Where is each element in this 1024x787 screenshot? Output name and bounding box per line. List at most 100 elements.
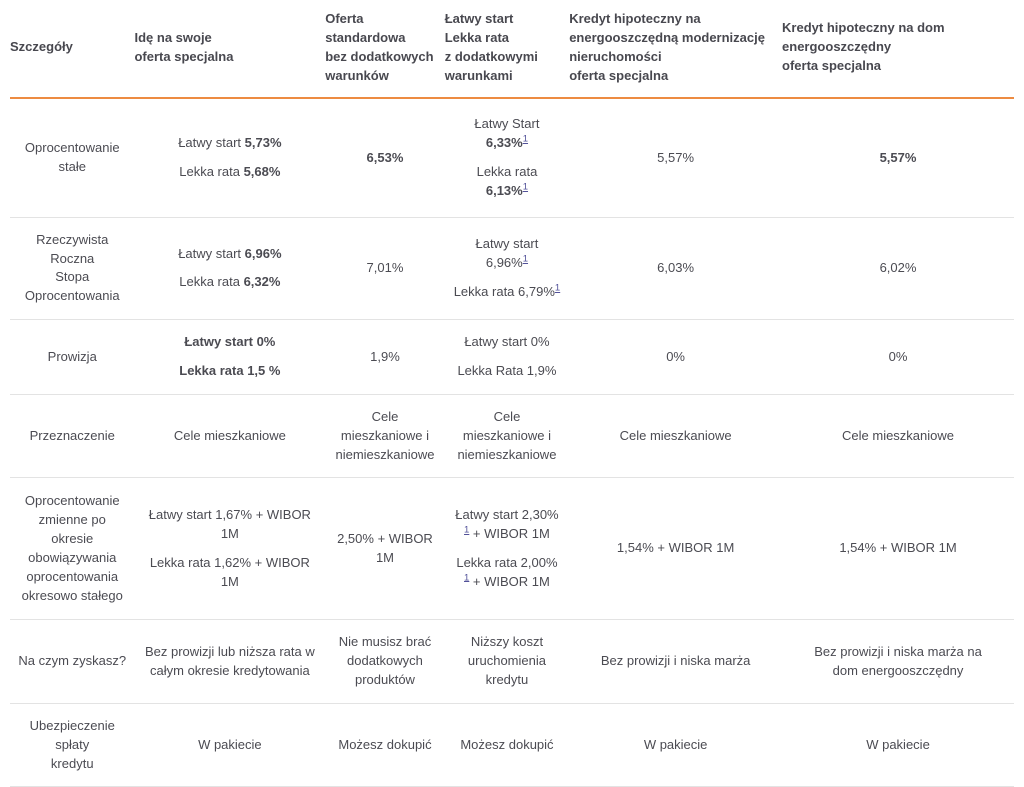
cell-text: W pakiecie <box>198 736 262 752</box>
text-line: stałe <box>58 159 86 175</box>
cell-text: + WIBOR 1M <box>469 573 550 589</box>
cell-text: 1,9% <box>370 348 400 364</box>
text-line: oferta specjalna <box>782 58 882 74</box>
text-line: Stopa <box>55 269 90 285</box>
cell-text: Lekka rata 1,5 % <box>179 362 281 378</box>
cell-text: 2,50% + WIBOR <box>337 531 433 547</box>
table-cell: Bez prowizji i niska marża <box>569 619 783 704</box>
footnote-link[interactable]: 1 <box>522 181 529 193</box>
row-label-oprocentowanie-zmienne: Oprocentowanie zmienne po okresie obowiązy… <box>10 477 135 621</box>
cell-text: 0% <box>888 348 908 364</box>
cell-text: Lekka rata 6,79% <box>453 283 555 299</box>
cell-text: 6,96% <box>244 245 282 261</box>
table-cell: 6,53% <box>325 98 445 218</box>
text-line: standardowa <box>325 29 406 45</box>
table-cell: 6,02% <box>782 217 1014 321</box>
text-line: Oprocentowanie <box>24 493 120 509</box>
cell-text: Bez prowizji i niska marża <box>600 653 751 669</box>
footnote-link[interactable]: 1 <box>464 524 470 536</box>
cell-text: kredytu <box>485 672 529 688</box>
table-cell: 7,01% <box>325 217 445 321</box>
table-cell: Bez prowizji i niska marża na dom energoo… <box>782 619 1014 704</box>
table-cell: Łatwy Start 6,33%1 Lekka rata 6,13%1 <box>444 98 570 218</box>
column-header-kredyt-dom-energooszczedny: Kredyt hipoteczny na dom energooszczędny o… <box>782 0 1014 100</box>
text-line: oferta specjalna <box>134 48 234 64</box>
cell-paragraph: 7,01% <box>331 259 438 278</box>
cell-text: 6,03% <box>657 260 695 276</box>
cell-paragraph: Nie musisz brać dodatkowych produktów <box>331 633 438 690</box>
footnote-link[interactable]: 1 <box>522 133 529 145</box>
text-line: oferta specjalna <box>569 67 669 83</box>
footnote-link[interactable]: 1 <box>554 282 561 294</box>
table-cell: W pakiecie <box>134 703 326 787</box>
cell-text: Lekka rata <box>179 274 244 290</box>
cell-text: 6,33% <box>485 135 523 151</box>
cell-text: 5,57% <box>879 149 917 165</box>
text-line: bez dodatkowych <box>325 48 434 64</box>
table-cell: Możesz dokupić <box>444 703 570 787</box>
row-label-prowizja: Prowizja <box>10 319 135 395</box>
text-line: warunkami <box>444 67 513 83</box>
cell-text: W pakiecie <box>643 736 708 752</box>
table-cell: Cele mieszkaniowe <box>134 394 326 479</box>
cell-paragraph: Cele mieszkaniowe i niemieszkaniowe <box>331 408 438 465</box>
table-cell: Łatwy start 1,67% + WIBOR 1M Lekka rata 1,… <box>134 477 326 621</box>
cell-text: Łatwy start 1,67% + WIBOR <box>148 507 311 523</box>
table-cell: 6,03% <box>569 217 783 321</box>
cell-paragraph: 1,54% + WIBOR 1M <box>788 539 1008 558</box>
cell-text: 6,02% <box>879 260 917 276</box>
cell-text: 1M <box>220 526 239 542</box>
mortgage-comparison-table: Szczegóły Idę na swoje oferta specjalna Ofe… <box>10 0 1014 787</box>
table-cell: Łatwy start 0% Lekka rata 1,5 % <box>134 319 326 395</box>
text-line: energooszczędny <box>782 39 892 55</box>
text-line: Lekka rata <box>444 29 510 45</box>
cell-text: Bez prowizji i niska marża na <box>814 643 982 659</box>
cell-paragraph: Łatwy start 6,96%1 <box>451 235 563 273</box>
cell-paragraph: 2,50% + WIBOR 1M <box>331 530 438 568</box>
cell-text: 1M <box>375 549 394 565</box>
cell-text: Bez prowizji lub niższa rata w <box>144 643 315 659</box>
text-line: Na czym zyskasz? <box>18 653 127 669</box>
cell-paragraph: 1,54% + WIBOR 1M <box>575 539 776 558</box>
cell-paragraph: Możesz dokupić <box>331 736 438 755</box>
cell-paragraph: Łatwy start 6,96% <box>140 245 319 264</box>
column-header-szczegoly: Szczegóły <box>10 0 135 100</box>
cell-text: mieszkaniowe i <box>462 427 552 443</box>
table-cell: 2,50% + WIBOR 1M <box>325 477 445 621</box>
cell-paragraph: W pakiecie <box>575 736 776 755</box>
cell-paragraph: Możesz dokupić <box>451 736 563 755</box>
cell-text: Cele <box>371 408 399 424</box>
cell-text: 1,54% + WIBOR 1M <box>616 540 735 556</box>
cell-text: 6,32% <box>243 274 281 290</box>
text-line: energooszczędną modernizację <box>569 29 765 45</box>
cell-paragraph: 0% <box>575 348 776 367</box>
table-cell: Nie musisz brać dodatkowych produktów <box>325 619 445 704</box>
cell-paragraph: 6,02% <box>788 259 1008 278</box>
table-row-przeznaczenie: Przeznaczenie Cele mieszkaniowe Cele mieszk… <box>10 394 1014 479</box>
footnote-link[interactable]: 1 <box>464 572 470 584</box>
text-line: Oprocentowanie <box>24 140 120 156</box>
cell-paragraph: Cele mieszkaniowe <box>788 427 1008 446</box>
cell-text: Lekka rata <box>476 164 538 180</box>
text-line: Rzeczywista Roczna <box>36 231 109 266</box>
cell-paragraph: Lekka rata 6,79%1 <box>451 283 563 302</box>
cell-text: Łatwy start 2,30% <box>455 507 559 523</box>
cell-text: Cele mieszkaniowe <box>619 427 732 443</box>
cell-text: Łatwy Start <box>474 116 540 132</box>
table-row-ubezpieczenie: Ubezpieczenie spłaty kredytu W pakiecie Moż… <box>10 703 1014 787</box>
column-header-ide-na-swoje: Idę na swoje oferta specjalna <box>134 0 326 100</box>
cell-paragraph: 5,57% <box>575 149 776 168</box>
row-label-oprocentowanie-stale: Oprocentowanie stałe <box>10 98 135 218</box>
cell-text: 5,57% <box>657 149 695 165</box>
text-line: oprocentowania <box>26 568 119 584</box>
cell-text: Łatwy start <box>178 245 245 261</box>
cell-text: Cele <box>493 408 521 424</box>
cell-paragraph: Cele mieszkaniowe <box>140 427 319 446</box>
text-line: Idę na swoje <box>134 29 212 45</box>
footnote-link[interactable]: 1 <box>522 253 529 265</box>
text-line: Prowizja <box>47 348 97 364</box>
header-row: Szczegóły Idę na swoje oferta specjalna Ofe… <box>10 0 1014 100</box>
table-cell: 1,54% + WIBOR 1M <box>782 477 1014 621</box>
cell-text: Niższy koszt <box>470 634 544 650</box>
row-label-ubezpieczenie: Ubezpieczenie spłaty kredytu <box>10 703 135 787</box>
